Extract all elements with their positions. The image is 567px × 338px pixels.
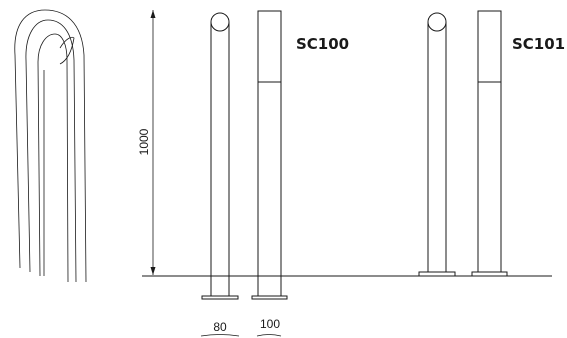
sc101-round-bollard	[418, 12, 456, 277]
square-width-label: 100	[260, 317, 280, 331]
round-width-label: 80	[213, 320, 227, 334]
sc100-square-bollard	[251, 10, 288, 300]
sc101-square-bollard	[471, 10, 508, 277]
height-dimension	[150, 10, 156, 275]
round-width-dimension	[200, 334, 240, 337]
model-label-sc100: SC100	[296, 35, 349, 53]
model-label-sc101: SC101	[512, 35, 565, 53]
sc100-round-bollard	[201, 12, 239, 300]
square-width-dimension	[256, 334, 282, 337]
height-dimension-label: 1000	[137, 128, 151, 155]
perspective-sketch	[14, 9, 87, 283]
